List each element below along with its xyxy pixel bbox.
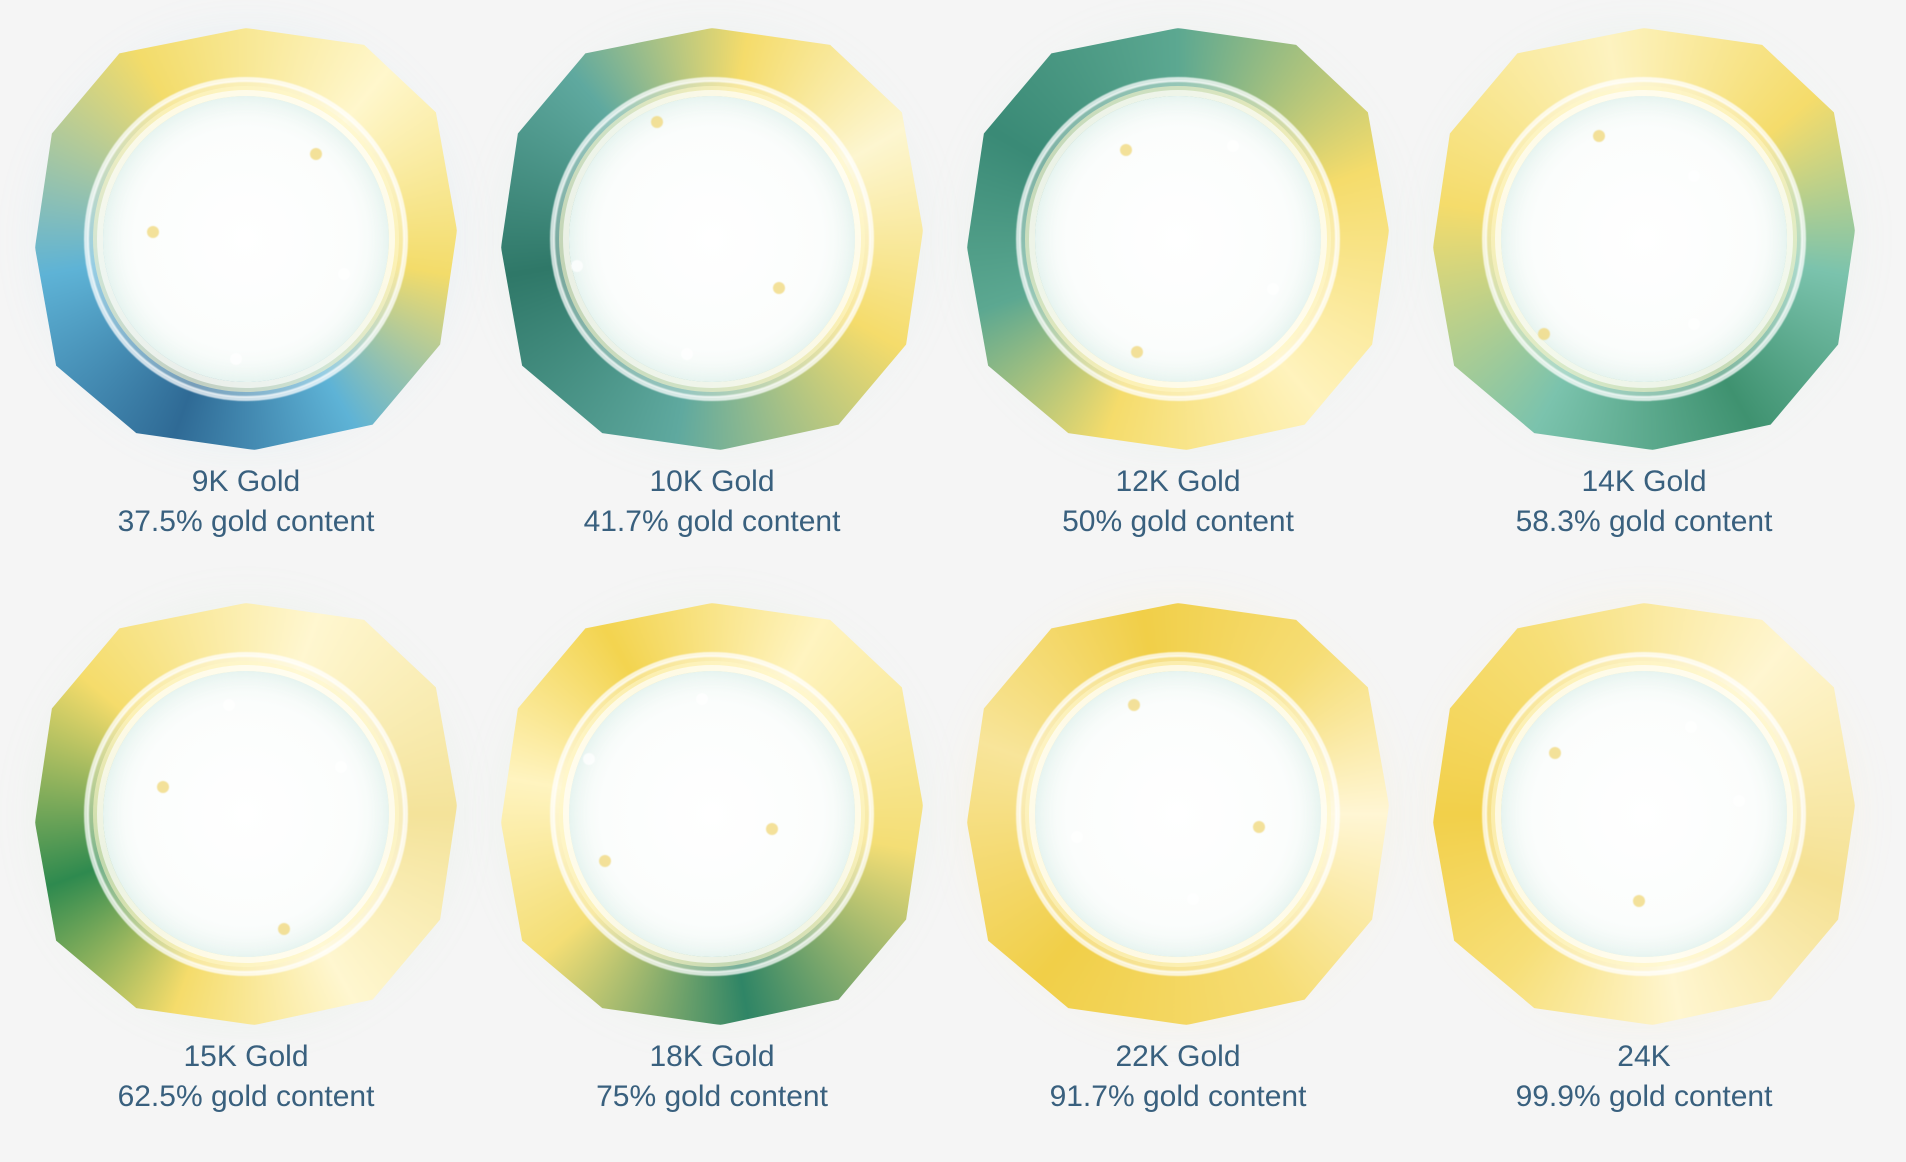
sparkle-dot <box>1688 318 1700 330</box>
ring-center <box>568 95 856 383</box>
ring-22k <box>945 581 1411 1047</box>
karat-label: 24K 99.9% gold content <box>1411 1037 1877 1117</box>
karat-name: 15K Gold <box>183 1040 309 1073</box>
ring-inner-band <box>83 76 409 402</box>
ring-9k <box>13 6 479 472</box>
sparkle-dot <box>310 148 322 160</box>
sparkle-dot <box>1549 747 1561 759</box>
karat-card-12k: 12K Gold 50% gold content <box>945 0 1411 540</box>
sparkle-dot <box>1120 144 1132 156</box>
ring-inner-band <box>1015 651 1341 977</box>
ring-10k <box>479 6 945 472</box>
karat-card-14k: 14K Gold 58.3% gold content <box>1411 0 1877 540</box>
ring-inner-band <box>549 651 875 977</box>
sparkle-dot <box>1685 721 1697 733</box>
ring-inner-band <box>549 76 875 402</box>
karat-card-24k: 24K 99.9% gold content <box>1411 575 1877 1115</box>
sparkle-dot <box>1688 170 1700 182</box>
sparkle-dot <box>1071 831 1083 843</box>
sparkle-dot <box>773 282 785 294</box>
sparkle-dot <box>147 226 159 238</box>
karat-name: 14K Gold <box>1581 465 1707 498</box>
karat-name: 9K Gold <box>191 465 301 498</box>
gold-content: 37.5% gold content <box>117 505 375 538</box>
sparkle-dot <box>1128 699 1140 711</box>
karat-name: 18K Gold <box>649 1040 775 1073</box>
gold-content: 75% gold content <box>596 1080 828 1113</box>
karat-name: 24K <box>1617 1040 1671 1073</box>
karat-card-10k: 10K Gold 41.7% gold content <box>479 0 945 540</box>
sparkle-dot <box>278 923 290 935</box>
karat-name: 12K Gold <box>1115 465 1241 498</box>
gold-content: 58.3% gold content <box>1515 505 1773 538</box>
sparkle-dot <box>696 693 708 705</box>
ring-18k <box>479 581 945 1047</box>
sparkle-dot <box>230 353 242 365</box>
karat-label: 22K Gold 91.7% gold content <box>945 1037 1411 1117</box>
ring-inner-band <box>1015 76 1341 402</box>
sparkle-dot <box>599 855 611 867</box>
ring-center <box>102 670 390 958</box>
gold-content: 62.5% gold content <box>117 1080 375 1113</box>
karat-card-15k: 15K Gold 62.5% gold content <box>13 575 479 1115</box>
gold-content: 99.9% gold content <box>1515 1080 1773 1113</box>
karat-label: 14K Gold 58.3% gold content <box>1411 462 1877 542</box>
sparkle-dot <box>1733 795 1745 807</box>
ring-inner-band <box>83 651 409 977</box>
sparkle-dot <box>1633 895 1645 907</box>
sparkle-dot <box>651 116 663 128</box>
karat-label: 18K Gold 75% gold content <box>479 1037 945 1117</box>
ring-12k <box>945 6 1411 472</box>
ring-14k <box>1411 6 1877 472</box>
sparkle-dot <box>1538 328 1550 340</box>
sparkle-dot <box>1253 821 1265 833</box>
sparkle-dot <box>223 699 235 711</box>
ring-center <box>1500 670 1788 958</box>
karat-card-9k: 9K Gold 37.5% gold content <box>13 0 479 540</box>
ring-inner-band <box>1481 76 1807 402</box>
karat-card-18k: 18K Gold 75% gold content <box>479 575 945 1115</box>
ring-center <box>1034 670 1322 958</box>
karat-label: 9K Gold 37.5% gold content <box>13 462 479 542</box>
sparkle-dot <box>338 268 350 280</box>
gold-content: 50% gold content <box>1062 505 1294 538</box>
sparkle-dot <box>1593 130 1605 142</box>
karat-card-22k: 22K Gold 91.7% gold content <box>945 575 1411 1115</box>
sparkle-dot <box>571 260 583 272</box>
sparkle-dot <box>766 823 778 835</box>
gold-content: 41.7% gold content <box>583 505 841 538</box>
sparkle-dot <box>1131 346 1143 358</box>
karat-label: 12K Gold 50% gold content <box>945 462 1411 542</box>
sparkle-dot <box>1267 283 1279 295</box>
sparkle-dot <box>335 761 347 773</box>
ring-center <box>568 670 856 958</box>
ring-24k <box>1411 581 1877 1047</box>
ring-inner-band <box>1481 651 1807 977</box>
gold-content: 91.7% gold content <box>1049 1080 1307 1113</box>
sparkle-dot <box>1187 893 1199 905</box>
sparkle-dot <box>157 781 169 793</box>
sparkle-dot <box>1227 140 1239 152</box>
sparkle-dot <box>583 753 595 765</box>
karat-name: 10K Gold <box>649 465 775 498</box>
karat-label: 10K Gold 41.7% gold content <box>479 462 945 542</box>
ring-15k <box>13 581 479 1047</box>
karat-name: 22K Gold <box>1115 1040 1241 1073</box>
sparkle-dot <box>681 348 693 360</box>
ring-center <box>102 95 390 383</box>
karat-label: 15K Gold 62.5% gold content <box>13 1037 479 1117</box>
ring-center <box>1034 95 1322 383</box>
